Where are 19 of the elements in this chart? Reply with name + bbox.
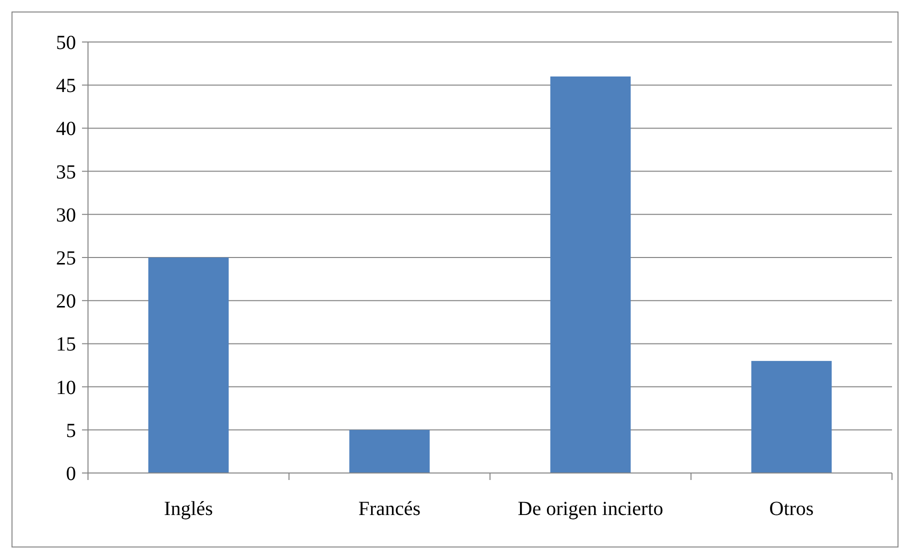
x-tick-label: Inglés [164,498,214,520]
y-tick-label: 35 [56,161,76,184]
bar [349,430,430,473]
y-tick-label: 20 [56,290,76,313]
y-tick-label: 10 [56,376,76,399]
y-tick-label: 5 [66,420,76,442]
bar [751,360,832,473]
y-tick-label: 30 [56,204,76,226]
y-tick-label: 25 [56,248,76,270]
x-tick-label: Otros [769,498,814,520]
bar [550,76,631,473]
y-tick-label: 45 [56,75,76,98]
x-tick-label: De origen incierto [518,498,664,520]
x-tick-label: Francés [358,498,421,520]
y-tick-label: 15 [56,334,76,356]
y-tick-label: 0 [66,463,76,485]
bar [148,258,229,473]
y-tick-label: 50 [56,32,76,54]
y-tick-label: 40 [56,118,76,140]
